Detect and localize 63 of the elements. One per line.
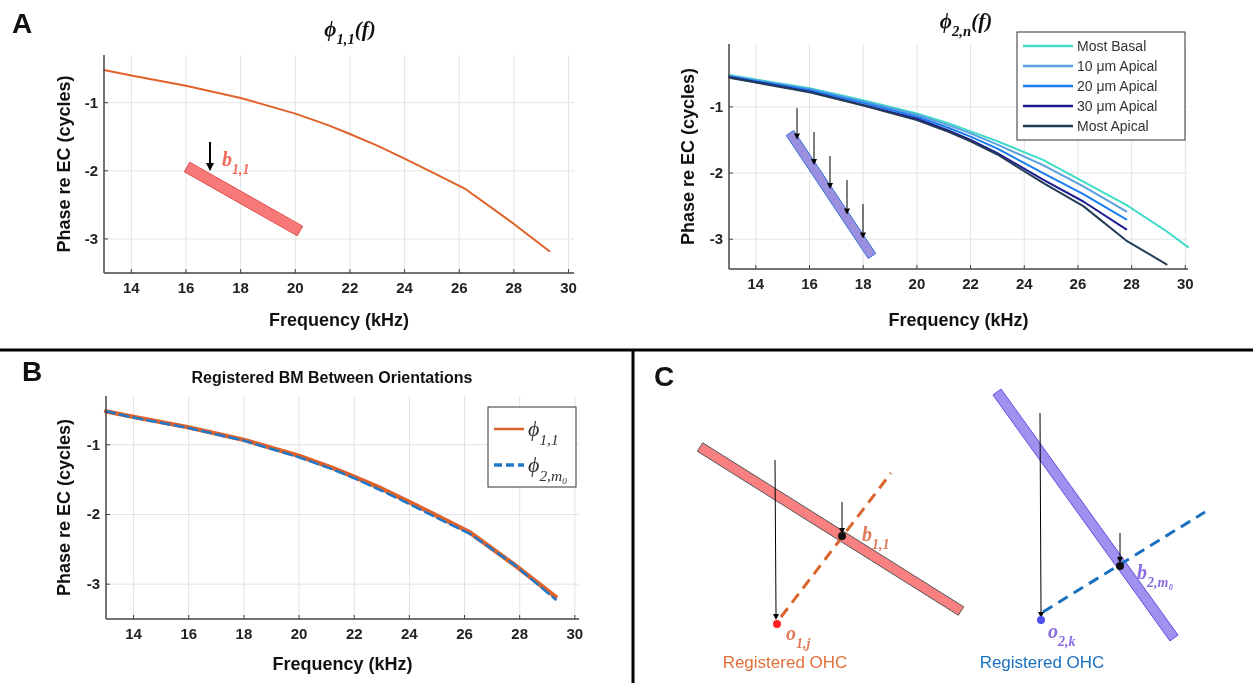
y-tick-label: -1 — [86, 435, 100, 453]
x-tick-label: 26 — [456, 625, 473, 642]
text: o$_{2,k}$ — [1048, 620, 1076, 649]
text: b$_{2,m₀}$ — [1137, 561, 1174, 590]
annotation: b$_{1,1}$ — [222, 148, 250, 177]
text: Registered OHC — [722, 653, 848, 672]
legend-label: 20 μm Apical — [1077, 78, 1158, 94]
text: C — [654, 361, 675, 392]
x-tick-label: 22 — [341, 279, 359, 296]
legend-label: 10 μm Apical — [1077, 58, 1158, 74]
x-tick-label: 16 — [180, 625, 198, 642]
chart-title: Registered BM Between Orientations — [191, 369, 473, 386]
text: b$_{1,1}$ — [862, 523, 890, 552]
x-tick-label: 24 — [1015, 275, 1034, 292]
text: B — [22, 356, 43, 387]
x-tick-label: 20 — [290, 625, 308, 642]
legend-label: ϕ$_{2,m₀}$ — [528, 452, 568, 484]
x-tick-label: 26 — [450, 279, 468, 296]
y-tick-label: -3 — [86, 575, 100, 593]
x-tick-label: 14 — [125, 625, 143, 642]
x-tick-label: 30 — [566, 625, 584, 642]
y-tick-label: -2 — [84, 161, 98, 179]
chart-title: ϕ$_{1,1}$(f) — [324, 17, 376, 47]
text: Registered OHC — [979, 653, 1105, 672]
legend-label: Most Apical — [1077, 118, 1149, 134]
x-tick-label: 20 — [286, 279, 304, 296]
x-tick-label: 22 — [962, 275, 979, 292]
legend-label: Most Basal — [1077, 38, 1147, 54]
x-axis-title: Frequency (kHz) — [272, 654, 413, 674]
x-tick-label: 30 — [1176, 275, 1194, 292]
legend-label: 30 μm Apical — [1077, 98, 1158, 114]
x-tick-label: 28 — [1123, 275, 1140, 292]
x-tick-label: 20 — [908, 275, 926, 292]
x-tick-label: 28 — [511, 625, 529, 642]
chart-title: ϕ$_{2,n}$(f) — [939, 9, 993, 39]
x-axis-title: Frequency (kHz) — [268, 310, 410, 330]
x-tick-label: 26 — [1069, 275, 1087, 292]
text: A — [12, 8, 33, 39]
x-tick-label: 24 — [396, 279, 414, 296]
y-tick-label: -3 — [709, 230, 723, 248]
y-axis-title: Phase re EC (cycles) — [54, 418, 74, 597]
x-tick-label: 28 — [505, 279, 523, 296]
y-axis-title: Phase re EC (cycles) — [678, 67, 698, 246]
x-tick-label: 16 — [801, 275, 818, 292]
x-tick-label: 14 — [122, 279, 141, 296]
y-axis-title: Phase re EC (cycles) — [54, 75, 74, 253]
x-axis-title: Frequency (kHz) — [888, 310, 1029, 330]
x-tick-label: 16 — [177, 279, 195, 296]
x-tick-label: 24 — [401, 625, 419, 642]
x-tick-label: 18 — [854, 275, 872, 292]
x-tick-label: 14 — [747, 275, 765, 292]
x-tick-label: 18 — [232, 279, 249, 296]
y-tick-label: -1 — [709, 97, 723, 115]
x-tick-label: 18 — [235, 625, 253, 642]
text: o$_{1,j}$ — [786, 622, 811, 651]
legend-label: ϕ$_{1,1}$ — [528, 416, 559, 448]
y-tick-label: -2 — [709, 164, 723, 182]
y-tick-label: -1 — [84, 93, 98, 111]
y-tick-label: -3 — [84, 229, 98, 247]
x-tick-label: 22 — [345, 625, 363, 642]
line-series — [103, 68, 551, 253]
x-tick-label: 30 — [560, 279, 577, 296]
y-tick-label: -2 — [86, 505, 100, 523]
